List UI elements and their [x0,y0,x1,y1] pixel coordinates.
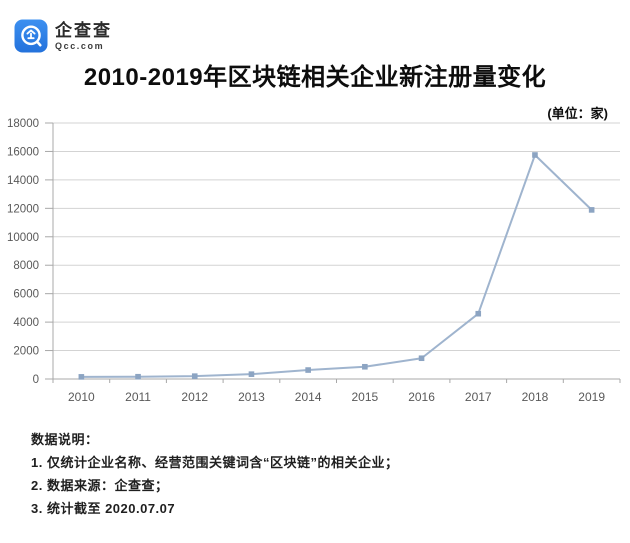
data-point-marker [362,363,368,370]
y-axis-tick-label: 8000 [13,260,39,272]
data-point-marker [248,371,255,377]
logo-text-block: 企查查 Qcc.com [55,21,112,52]
chart-title: 2010-2019年区块链相关企业新注册量变化 [83,64,547,91]
y-axis-tick-label: 2000 [13,346,39,358]
data-point-marker [78,374,85,380]
y-axis-tick-label: 4000 [13,317,39,329]
logo-domain-text: Qcc.com [55,40,105,51]
data-point-marker [418,355,425,362]
data-point-marker [475,310,482,317]
x-axis-tick-label: 2010 [68,390,95,404]
series-line [81,154,593,378]
y-axis-tick-label: 14000 [7,175,39,187]
x-axis-tick-label: 2011 [125,390,151,404]
data-point-marker [135,373,141,380]
x-axis-tick-label: 2012 [181,390,208,404]
x-axis-tick-label: 2017 [465,390,492,404]
y-axis-tick-label: 10000 [7,232,39,244]
data-point-marker [532,152,538,158]
unit-label: (单位：家) [547,106,608,121]
y-axis-tick-label: 6000 [13,289,39,301]
y-axis-tick-label: 16000 [7,146,39,158]
x-axis-tick-label: 2015 [351,390,378,404]
x-axis-tick-label: 2019 [578,390,605,404]
data-point-marker [588,207,595,213]
y-axis-tick-label: 0 [33,374,39,386]
x-axis-tick-label: 2018 [522,390,549,404]
line-chart: 0 2000 4000 6000 8000 10000 12000 14000 16000 180… [7,118,621,404]
note-item-1: 1. 仅统计企业名称、经营范围关键词含“区块链”的相关企业； [31,455,399,470]
logo-brand-name: 企查查 [55,20,112,40]
notes-heading: 数据说明： [31,432,99,447]
x-axis-tick-label: 2014 [295,390,322,404]
data-point-marker [191,373,198,379]
y-axis-tick-label: 18000 [7,118,39,130]
note-item-2: 2. 数据来源：企查查； [31,478,169,493]
y-axis-tick-label: 12000 [7,203,39,215]
qcc-logo: 企查查 Qcc.com [14,19,112,53]
data-point-marker [305,367,311,373]
x-axis-tick-label: 2016 [408,390,435,404]
data-notes: 数据说明： 1. 仅统计企业名称、经营范围关键词含“区块链”的相关企业； 2. … [31,428,398,520]
note-item-3: 3. 统计截至 2020.07.07 [31,501,176,516]
x-axis-tick-label: 2013 [238,390,265,404]
qcc-logo-icon [14,19,48,53]
